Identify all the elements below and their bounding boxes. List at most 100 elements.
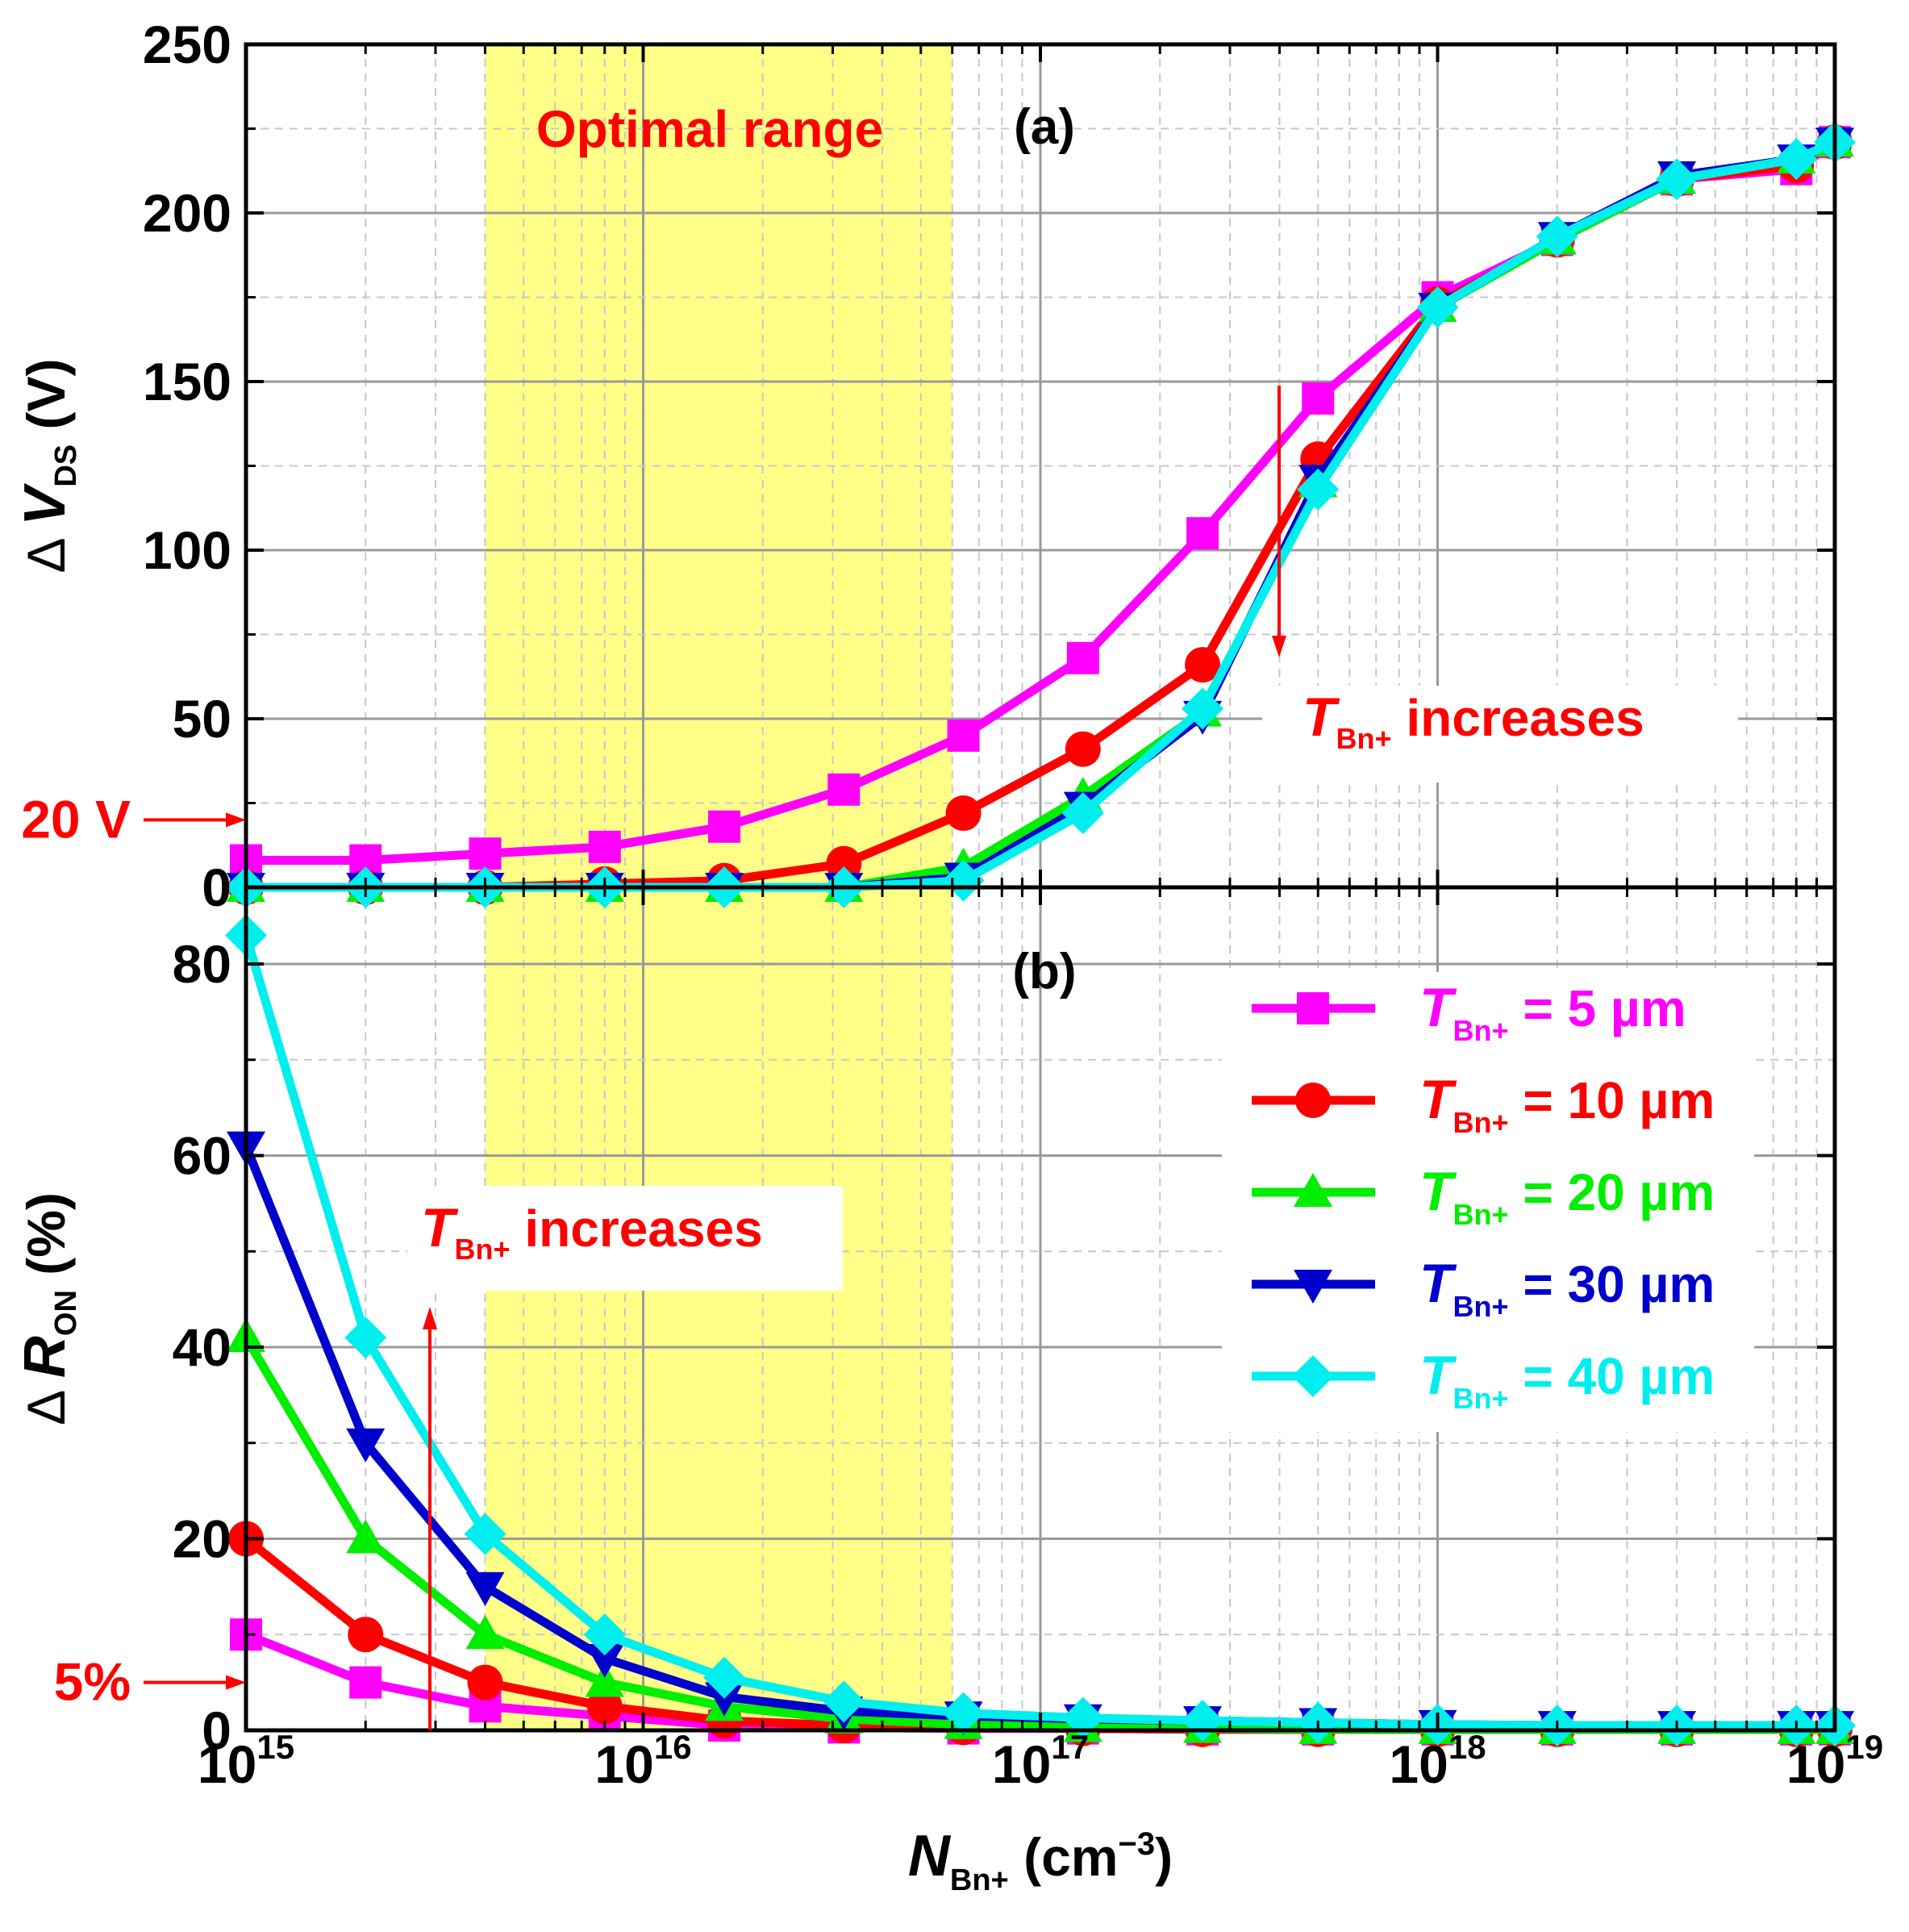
y-tick-label: 50: [173, 689, 231, 749]
data-point: [1297, 468, 1340, 511]
data-point: [586, 1688, 623, 1725]
trend-label-a: TBn+ increases: [1303, 686, 1644, 755]
annotation-box-a: [1262, 686, 1738, 782]
legend-value: = 40 µm: [1509, 1347, 1715, 1405]
data-point: [708, 810, 741, 843]
data-point: [465, 1615, 505, 1650]
data-point: [1536, 215, 1578, 258]
y-axis-title: Δ RON (%): [13, 1192, 83, 1425]
legend-marker: [1295, 1083, 1331, 1118]
x-tick-base: 10: [594, 1734, 653, 1794]
y-tick-label: 250: [143, 15, 231, 74]
data-point: [705, 1682, 744, 1717]
panel-label: (b): [1012, 944, 1076, 999]
legend-var: T: [1419, 1069, 1457, 1130]
x-axis-sup: −3: [1118, 1826, 1155, 1862]
x-tick-base: 10: [992, 1734, 1051, 1794]
legend-entry-4: TBn+ = 30 µm: [1252, 1253, 1715, 1323]
y-axis-var: R: [13, 1336, 77, 1378]
optimal-range-band: [485, 887, 952, 1730]
data-point: [346, 1519, 386, 1554]
trend-arrow-head-a: [1272, 636, 1286, 657]
data-point: [1775, 138, 1818, 181]
legend-var: T: [1419, 1345, 1457, 1406]
y-tick-label: 40: [173, 1317, 231, 1377]
data-point: [1066, 641, 1099, 674]
data-point: [827, 773, 861, 806]
y-tick-label: 150: [143, 352, 231, 411]
data-point: [945, 795, 982, 832]
y-axis-sub: DS: [49, 444, 83, 487]
data-point: [348, 1617, 384, 1653]
data-point: [585, 1643, 624, 1678]
legend-sub: Bn+: [1453, 1106, 1509, 1139]
y-tick-label: 80: [173, 934, 231, 994]
data-point: [349, 1666, 382, 1699]
x-tick-label: 1015: [198, 1728, 294, 1794]
x-tick-label: 1017: [992, 1728, 1089, 1794]
panel-label: (a): [1014, 99, 1075, 155]
data-point: [1182, 687, 1224, 730]
legend-label: TBn+ = 40 µm: [1419, 1345, 1715, 1415]
x-tick-label: 1018: [1389, 1728, 1486, 1794]
trend-label-b: TBn+ increases: [421, 1197, 763, 1266]
y-tick-label: 200: [143, 183, 231, 243]
x-axis-unit: (cm: [1009, 1827, 1119, 1887]
x-tick-exponent: 18: [1448, 1728, 1486, 1766]
legend-marker: [1294, 1173, 1332, 1207]
data-point: [346, 1428, 386, 1463]
legend-sub: Bn+: [1453, 1290, 1509, 1323]
x-axis-var: N: [908, 1824, 952, 1888]
legend-var: T: [1419, 1161, 1457, 1222]
data-point: [464, 1513, 506, 1555]
reference-arrow-head: [226, 812, 246, 828]
y-tick-label: 100: [143, 520, 231, 580]
x-axis-sub: Bn+: [950, 1863, 1009, 1897]
legend-entry-5: TBn+ = 40 µm: [1252, 1345, 1715, 1415]
trend-label-var: T: [1303, 686, 1340, 748]
reference-label: 5%: [54, 1652, 131, 1712]
legend-sub: Bn+: [1453, 1382, 1509, 1415]
x-axis-close: ): [1155, 1827, 1173, 1887]
y-tick-label: 20: [173, 1509, 231, 1569]
data-point: [947, 719, 980, 752]
y-tick-label: 60: [173, 1126, 231, 1186]
trend-label-sub: Bn+: [1336, 722, 1392, 755]
data-point: [703, 1656, 746, 1699]
x-tick-exponent: 15: [256, 1728, 294, 1766]
x-tick-label: 1016: [594, 1728, 691, 1794]
reference-arrow-head: [226, 1675, 246, 1690]
trend-label-var: T: [421, 1197, 459, 1258]
data-point: [467, 1664, 503, 1700]
y-tick-label: 0: [202, 858, 231, 917]
trend-label-text: increases: [511, 1200, 763, 1258]
optimal-range-label: Optimal range: [536, 100, 883, 158]
legend-value: = 10 µm: [1509, 1071, 1715, 1129]
data-point: [1185, 647, 1221, 683]
x-tick-base: 10: [1389, 1734, 1448, 1794]
x-tick-base: 10: [1786, 1734, 1845, 1794]
data-point: [585, 1663, 624, 1697]
data-point: [1061, 792, 1104, 835]
x-tick-base: 10: [198, 1734, 256, 1794]
legend-value: = 30 µm: [1509, 1255, 1715, 1313]
legend-value: = 20 µm: [1509, 1163, 1715, 1221]
y-axis-var: V: [13, 482, 77, 526]
trend-label-text: increases: [1392, 689, 1644, 747]
y-axis-title: Δ VDS (V): [13, 359, 83, 574]
x-tick-exponent: 16: [654, 1728, 692, 1766]
legend-entry-1: TBn+ = 5 µm: [1252, 977, 1686, 1047]
data-point: [1302, 382, 1335, 415]
data-point: [1656, 158, 1699, 201]
y-axis-unit: (V): [16, 359, 76, 444]
data-point: [583, 1613, 626, 1656]
legend-var: T: [1419, 977, 1457, 1038]
legend-label: TBn+ = 30 µm: [1419, 1253, 1715, 1323]
data-point: [465, 1571, 505, 1606]
x-tick-exponent: 17: [1051, 1728, 1089, 1766]
legend-var: T: [1419, 1253, 1457, 1314]
trend-label-sub: Bn+: [455, 1233, 511, 1266]
y-axis-sub: ON: [49, 1290, 83, 1336]
data-point: [1416, 286, 1459, 329]
